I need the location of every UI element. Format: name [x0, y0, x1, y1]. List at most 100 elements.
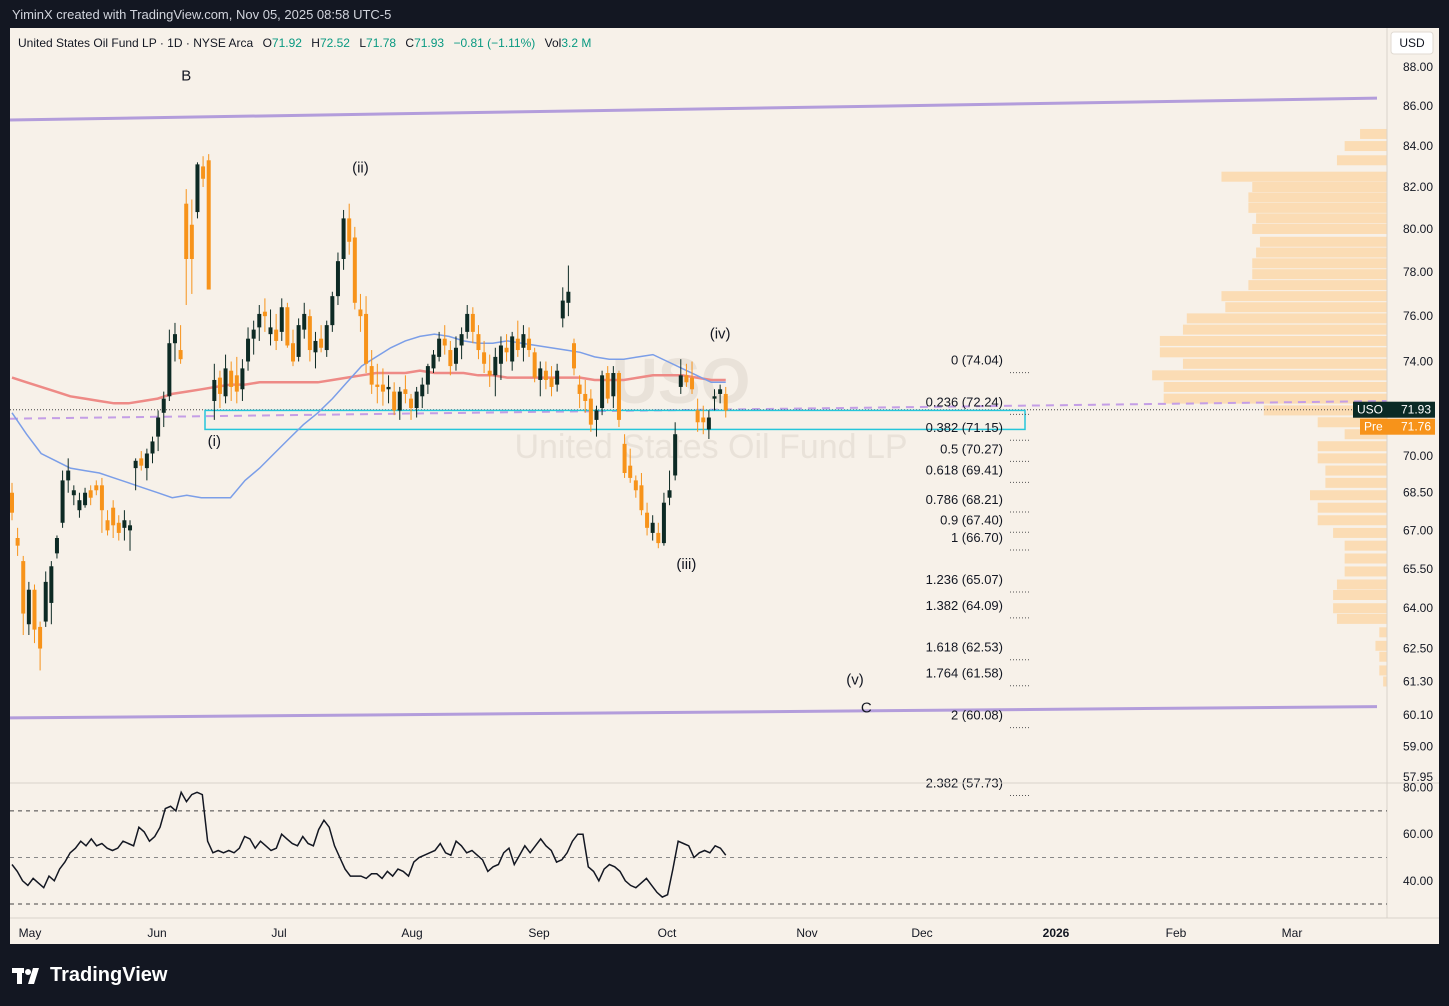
candle [532, 347, 537, 383]
candle [453, 336, 458, 371]
svg-text:United States Oil Fund LP · 1D: United States Oil Fund LP · 1D · NYSE Ar… [18, 36, 591, 50]
candle [549, 366, 554, 397]
time-axis[interactable]: May Jun Jul Aug Sep Oct Nov Dec 2026 Feb Mar [10, 917, 1439, 940]
candle-body [470, 313, 475, 332]
candle-body [622, 443, 627, 474]
candle-body [661, 502, 666, 544]
candle [695, 398, 700, 432]
candle [493, 347, 498, 397]
candle-body [364, 313, 369, 364]
candle [60, 470, 65, 528]
vp-bar [1317, 441, 1387, 452]
vp-bar [1252, 182, 1387, 193]
candle-body [77, 500, 82, 511]
candle [99, 477, 104, 533]
candle [515, 320, 520, 357]
candle-body [656, 532, 661, 544]
vp-bar [1252, 223, 1387, 234]
candle [459, 327, 464, 360]
candle-body [268, 327, 273, 335]
candle-body [251, 329, 256, 339]
candle-body [375, 384, 380, 387]
candle [10, 482, 14, 521]
price-tick-label: 84.00 [1403, 139, 1433, 153]
vp-bar [1317, 417, 1387, 428]
rsi-tick-label: 40.00 [1403, 874, 1433, 888]
candle [667, 470, 672, 506]
candle [706, 410, 711, 440]
price-tick-label: 82.00 [1403, 180, 1433, 194]
candle [212, 363, 217, 420]
candle [144, 448, 149, 481]
candle-body [583, 393, 588, 401]
candle-body [189, 224, 194, 259]
candle-body [217, 377, 222, 394]
candle-body [684, 375, 689, 383]
price-tick-label: 80.00 [1403, 222, 1433, 236]
candle-body [296, 325, 301, 357]
candles [10, 154, 728, 671]
candle [38, 621, 43, 671]
chart-frame[interactable]: USO United States Oil Fund LP 0 (74.04)0… [10, 28, 1439, 944]
candle [105, 510, 110, 536]
candle [21, 555, 26, 635]
tradingview-logo[interactable]: TradingView [12, 964, 167, 987]
vp-bar [1163, 393, 1387, 404]
candle [189, 199, 194, 294]
legend-vol-value: 3.2 M [561, 36, 591, 50]
candle-body [99, 485, 104, 511]
candle [54, 535, 59, 559]
candle [139, 451, 144, 471]
candle [133, 458, 138, 491]
candle [380, 368, 385, 406]
vp-bar [1333, 527, 1387, 538]
support-zone-box [204, 409, 1026, 431]
candle-body [43, 581, 48, 622]
candle [420, 377, 425, 409]
candle-body [279, 307, 284, 332]
candle [622, 434, 627, 478]
candle-body [71, 490, 76, 496]
price-axis[interactable]: USD 88.00 86.00 84.00 82.00 80.00 78.00 76.00 74… [10, 28, 1439, 918]
candle-body [695, 410, 700, 423]
legend-h-value: 72.52 [320, 36, 350, 50]
candle [167, 329, 172, 401]
candle-body [178, 350, 183, 360]
wave-label: C [861, 699, 872, 716]
candle-body [453, 347, 458, 364]
vp-bar [1325, 477, 1387, 488]
vp-bar [1182, 358, 1387, 369]
candle [341, 209, 346, 270]
candle-body [420, 384, 425, 397]
candle-body [10, 492, 14, 513]
fib-label: 0.382 (71.15) [926, 420, 1003, 435]
chart-svg[interactable]: USO United States Oil Fund LP 0 (74.04)0… [10, 28, 1439, 944]
legend-change: −0.81 (−1.11%) [453, 36, 535, 50]
candle [594, 405, 599, 437]
candle-body [330, 296, 335, 326]
candle [240, 359, 245, 401]
candle-body [324, 325, 329, 351]
candle-body [262, 311, 267, 317]
tradingview-brand: TradingView [50, 964, 168, 986]
candle-body [425, 366, 430, 385]
candle-body [54, 538, 59, 554]
vp-bar [1252, 258, 1387, 269]
vp-bar [1248, 280, 1387, 291]
candle-body [195, 164, 200, 213]
candle-body [172, 334, 177, 344]
candle [465, 305, 470, 339]
vp-bar [1333, 603, 1387, 614]
candle [510, 331, 515, 371]
candle [358, 293, 363, 332]
watermark-name: United States Oil Fund LP [514, 428, 907, 466]
candle [223, 354, 228, 404]
fib-label: 1.236 (65.07) [926, 572, 1003, 587]
candle [538, 361, 543, 397]
candle [386, 375, 391, 404]
candle-body [712, 396, 717, 399]
vp-bar [1344, 540, 1387, 551]
candle-body [83, 492, 88, 506]
vp-bar [1360, 128, 1387, 139]
candle-body [128, 525, 133, 531]
